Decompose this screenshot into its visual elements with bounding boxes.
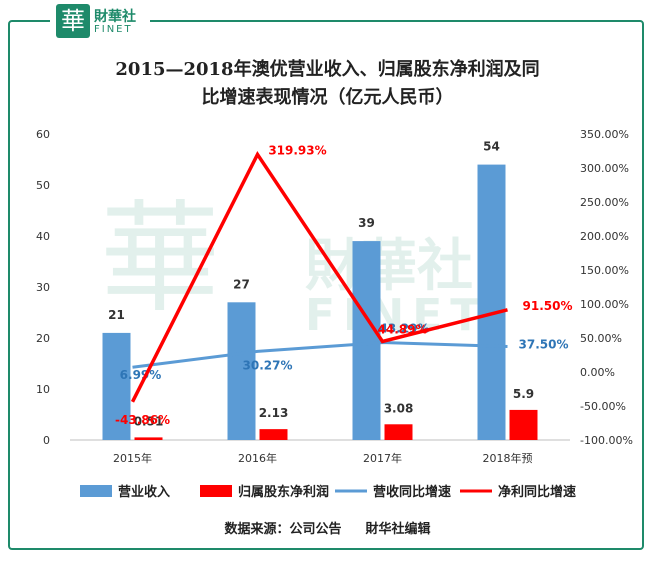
line-revenue-growth-label: 6.99%	[120, 368, 162, 382]
bar-revenue-label: 21	[108, 308, 125, 322]
y-left-tick-label: 10	[36, 383, 50, 396]
bar-profit	[134, 437, 163, 440]
y-right-tick-label: 100.00%	[580, 298, 629, 311]
bar-profit	[259, 429, 288, 440]
chart-title: 2015—2018年澳优营业收入、归属股东净利润及同 比增速表现情况（亿元人民币…	[0, 56, 655, 112]
source-label: 数据来源：公司公告	[224, 522, 342, 537]
finet-logo: 華 財華社 FINET	[50, 2, 150, 42]
line-profit-growth-label: 319.93%	[268, 143, 326, 157]
line-profit-growth-label: -43.86%	[115, 413, 170, 427]
bar-profit-label: 3.08	[384, 401, 414, 415]
line-profit-growth-label: 91.50%	[523, 299, 573, 313]
bar-profit	[509, 409, 538, 440]
legend-swatch	[80, 485, 112, 497]
y-left-tick-label: 0	[43, 434, 50, 447]
bar-revenue	[227, 302, 256, 440]
line-revenue-growth	[132, 341, 508, 369]
chart-frame	[8, 20, 644, 550]
y-right-tick-label: 250.00%	[580, 196, 629, 209]
watermark-mark: 華	[100, 190, 220, 329]
bar-revenue-label: 39	[358, 216, 375, 230]
legend-label: 净利同比增速	[498, 484, 576, 500]
x-tick-label: 2017年	[363, 451, 402, 465]
line-profit-growth-label: 44.89%	[378, 322, 428, 336]
y-left-tick-label: 20	[36, 332, 50, 345]
bar-revenue	[102, 332, 131, 440]
logo-en: FINET	[94, 24, 133, 35]
x-tick-label: 2018年预	[483, 451, 533, 465]
y-left-tick-label: 50	[36, 179, 50, 192]
source-editor: 財华社编辑	[365, 522, 431, 537]
line-revenue-growth-label: 30.27%	[243, 358, 293, 372]
y-left-tick-label: 40	[36, 230, 50, 243]
source-note: 数据来源：公司公告 財华社编辑	[0, 518, 655, 537]
y-left-tick-label: 30	[36, 281, 50, 294]
legend-label: 归属股东净利润	[238, 484, 329, 500]
x-tick-label: 2016年	[238, 451, 277, 465]
bar-profit-label: 2.13	[259, 406, 289, 420]
legend-label: 营收同比增速	[373, 484, 451, 500]
y-right-tick-label: -50.00%	[580, 400, 626, 413]
y-right-tick-label: -100.00%	[580, 434, 633, 447]
bar-revenue-label: 54	[483, 140, 500, 154]
x-tick-label: 2015年	[113, 451, 152, 465]
line-profit-growth	[130, 150, 508, 403]
chart-title-line1: 2015—2018年澳优营业收入、归属股东净利润及同	[115, 59, 540, 80]
line-revenue-growth-label: 37.50%	[519, 338, 569, 352]
y-right-tick-label: 50.00%	[580, 332, 622, 345]
y-right-tick-label: 150.00%	[580, 264, 629, 277]
bar-profit-label: 5.9	[513, 387, 534, 401]
y-right-tick-label: 200.00%	[580, 230, 629, 243]
chart-title-line2: 比增速表现情况（亿元人民币）	[201, 87, 454, 108]
y-left-tick-label: 60	[36, 128, 50, 141]
bar-profit-label: 0.51	[134, 414, 164, 428]
y-right-tick-label: 300.00%	[580, 162, 629, 175]
y-right-tick-label: 350.00%	[580, 128, 629, 141]
bar-revenue-label: 27	[233, 277, 250, 291]
watermark-en: FINET	[305, 290, 488, 341]
bar-revenue	[352, 241, 381, 440]
y-right-tick-label: 0.00%	[580, 366, 615, 379]
legend-swatch	[200, 485, 232, 497]
logo-cn: 財華社	[94, 9, 136, 25]
logo-mark: 華	[56, 4, 90, 38]
bar-revenue	[477, 164, 506, 440]
bar-profit	[384, 424, 413, 440]
legend-label: 营业收入	[118, 484, 170, 500]
